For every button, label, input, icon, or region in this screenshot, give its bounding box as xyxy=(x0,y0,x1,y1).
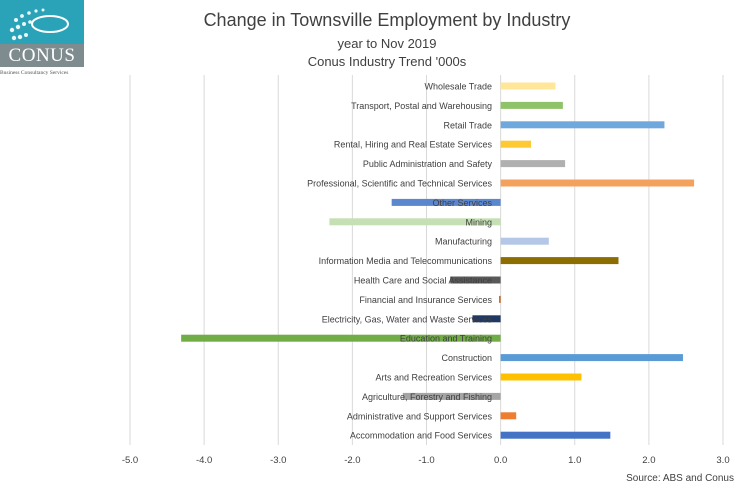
chart-subtitle-2: Conus Industry Trend '000s xyxy=(308,54,467,69)
category-label: Retail Trade xyxy=(443,120,492,130)
bar xyxy=(500,179,695,187)
category-label: Agriculture, Forestry and Fishing xyxy=(362,392,492,402)
category-label: Education and Training xyxy=(400,334,492,344)
category-label: Health Care and Social Assistance xyxy=(354,276,492,286)
bar xyxy=(500,373,582,381)
category-label: Transport, Postal and Warehousing xyxy=(351,101,492,111)
bar xyxy=(181,334,501,342)
x-tick-label: -3.0 xyxy=(270,455,286,466)
chart-title: Change in Townsville Employment by Indus… xyxy=(204,10,571,30)
x-tick-label: 3.0 xyxy=(716,455,729,466)
bar xyxy=(402,392,501,400)
chart-subtitle: year to Nov 2019 xyxy=(337,36,436,51)
conus-logo: CONUS Business Consultancy Services xyxy=(0,0,84,76)
x-tick-label: -2.0 xyxy=(344,455,360,466)
category-label: Professional, Scientific and Technical S… xyxy=(307,179,492,189)
category-label: Financial and Insurance Services xyxy=(359,295,492,305)
bar xyxy=(500,412,517,420)
bar xyxy=(450,276,501,284)
bar xyxy=(499,295,501,303)
x-tick-label: 2.0 xyxy=(642,455,655,466)
bar xyxy=(391,198,501,206)
logo-swirl-icon xyxy=(0,0,84,44)
bar xyxy=(500,160,566,168)
bar xyxy=(500,121,665,129)
x-tick-label: 1.0 xyxy=(568,455,581,466)
bar xyxy=(472,315,501,323)
category-label: Accommodation and Food Services xyxy=(350,431,493,441)
category-label: Mining xyxy=(465,217,492,227)
x-tick-label: -4.0 xyxy=(196,455,212,466)
x-tick-label: -1.0 xyxy=(418,455,434,466)
category-label: Manufacturing xyxy=(435,237,492,247)
category-label: Arts and Recreation Services xyxy=(375,373,492,383)
category-label: Administrative and Support Services xyxy=(347,411,493,421)
category-label: Electricity, Gas, Water and Waste Servic… xyxy=(322,314,493,324)
bar xyxy=(500,140,532,148)
category-label: Information Media and Telecommunications xyxy=(319,256,493,266)
bar xyxy=(329,218,501,226)
category-label: Rental, Hiring and Real Estate Services xyxy=(334,140,493,150)
category-label: Construction xyxy=(441,353,492,363)
source-note: Source: ABS and Conus xyxy=(626,473,734,484)
x-tick-label: 0.0 xyxy=(494,455,507,466)
category-label: Public Administration and Safety xyxy=(363,159,493,169)
category-label: Other Services xyxy=(432,198,492,208)
bar xyxy=(500,82,556,90)
category-label: Wholesale Trade xyxy=(424,82,492,92)
bar xyxy=(500,257,619,265)
bar xyxy=(500,431,611,439)
bar xyxy=(500,237,549,245)
logo-name: CONUS xyxy=(0,44,84,67)
bar xyxy=(500,101,563,109)
bar xyxy=(500,354,683,362)
logo-tagline: Business Consultancy Services xyxy=(0,70,69,76)
x-tick-label: -5.0 xyxy=(122,455,138,466)
